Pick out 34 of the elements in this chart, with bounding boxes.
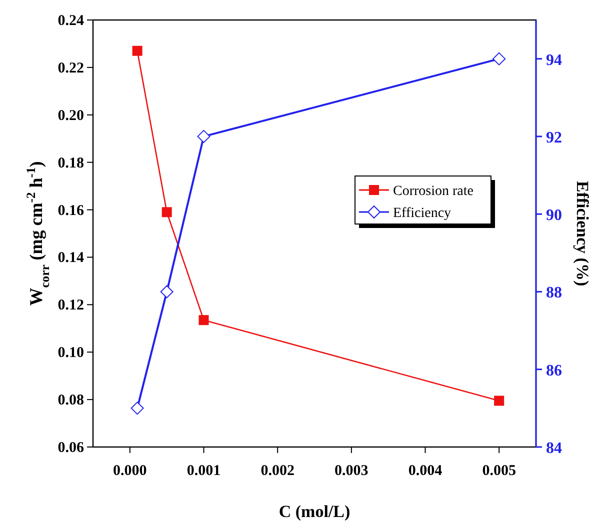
y2-tick-label: 86 — [546, 362, 562, 380]
legend-label: Efficiency — [393, 206, 452, 221]
y-tick-label: 0.22 — [58, 60, 84, 76]
y-tick-label: 0.14 — [58, 250, 84, 266]
x-tick-label: 0.000 — [113, 463, 147, 479]
y-tick-label: 0.12 — [58, 298, 84, 314]
y2-tick-label: 92 — [546, 129, 562, 146]
y-tick-label: 0.06 — [58, 440, 84, 456]
point — [130, 402, 144, 415]
point — [197, 130, 210, 143]
y2-tick-label: 88 — [546, 284, 562, 302]
y-tick-label: 0.24 — [58, 13, 84, 29]
y-tick-label: 0.08 — [58, 392, 84, 409]
legend-label: Corrosion rate — [393, 184, 474, 199]
point — [162, 207, 172, 218]
y-tick-label: 0.10 — [58, 345, 84, 362]
y2-tick-label: 94 — [546, 52, 562, 69]
y-tick-label: 0.20 — [58, 108, 84, 124]
point — [198, 315, 209, 326]
point — [160, 285, 174, 298]
x-tick-label: 0.005 — [482, 463, 516, 479]
x-tick-label: 0.004 — [408, 463, 443, 479]
y2-tick-label: 90 — [546, 207, 562, 224]
y2-axis-title: Efficiency (%) — [573, 180, 592, 286]
x-tick-label: 0.003 — [334, 463, 368, 479]
y-tick-label: 0.16 — [58, 202, 84, 219]
point — [492, 52, 506, 66]
x-tick-label: 0.002 — [260, 463, 294, 479]
y2-tick-label: 84 — [546, 440, 562, 457]
point — [132, 46, 142, 56]
y-tick-label: 0.18 — [58, 155, 84, 172]
point — [494, 396, 504, 406]
x-axis-title: C (mol/L) — [278, 502, 350, 521]
x-tick-label: 0.001 — [186, 463, 221, 479]
